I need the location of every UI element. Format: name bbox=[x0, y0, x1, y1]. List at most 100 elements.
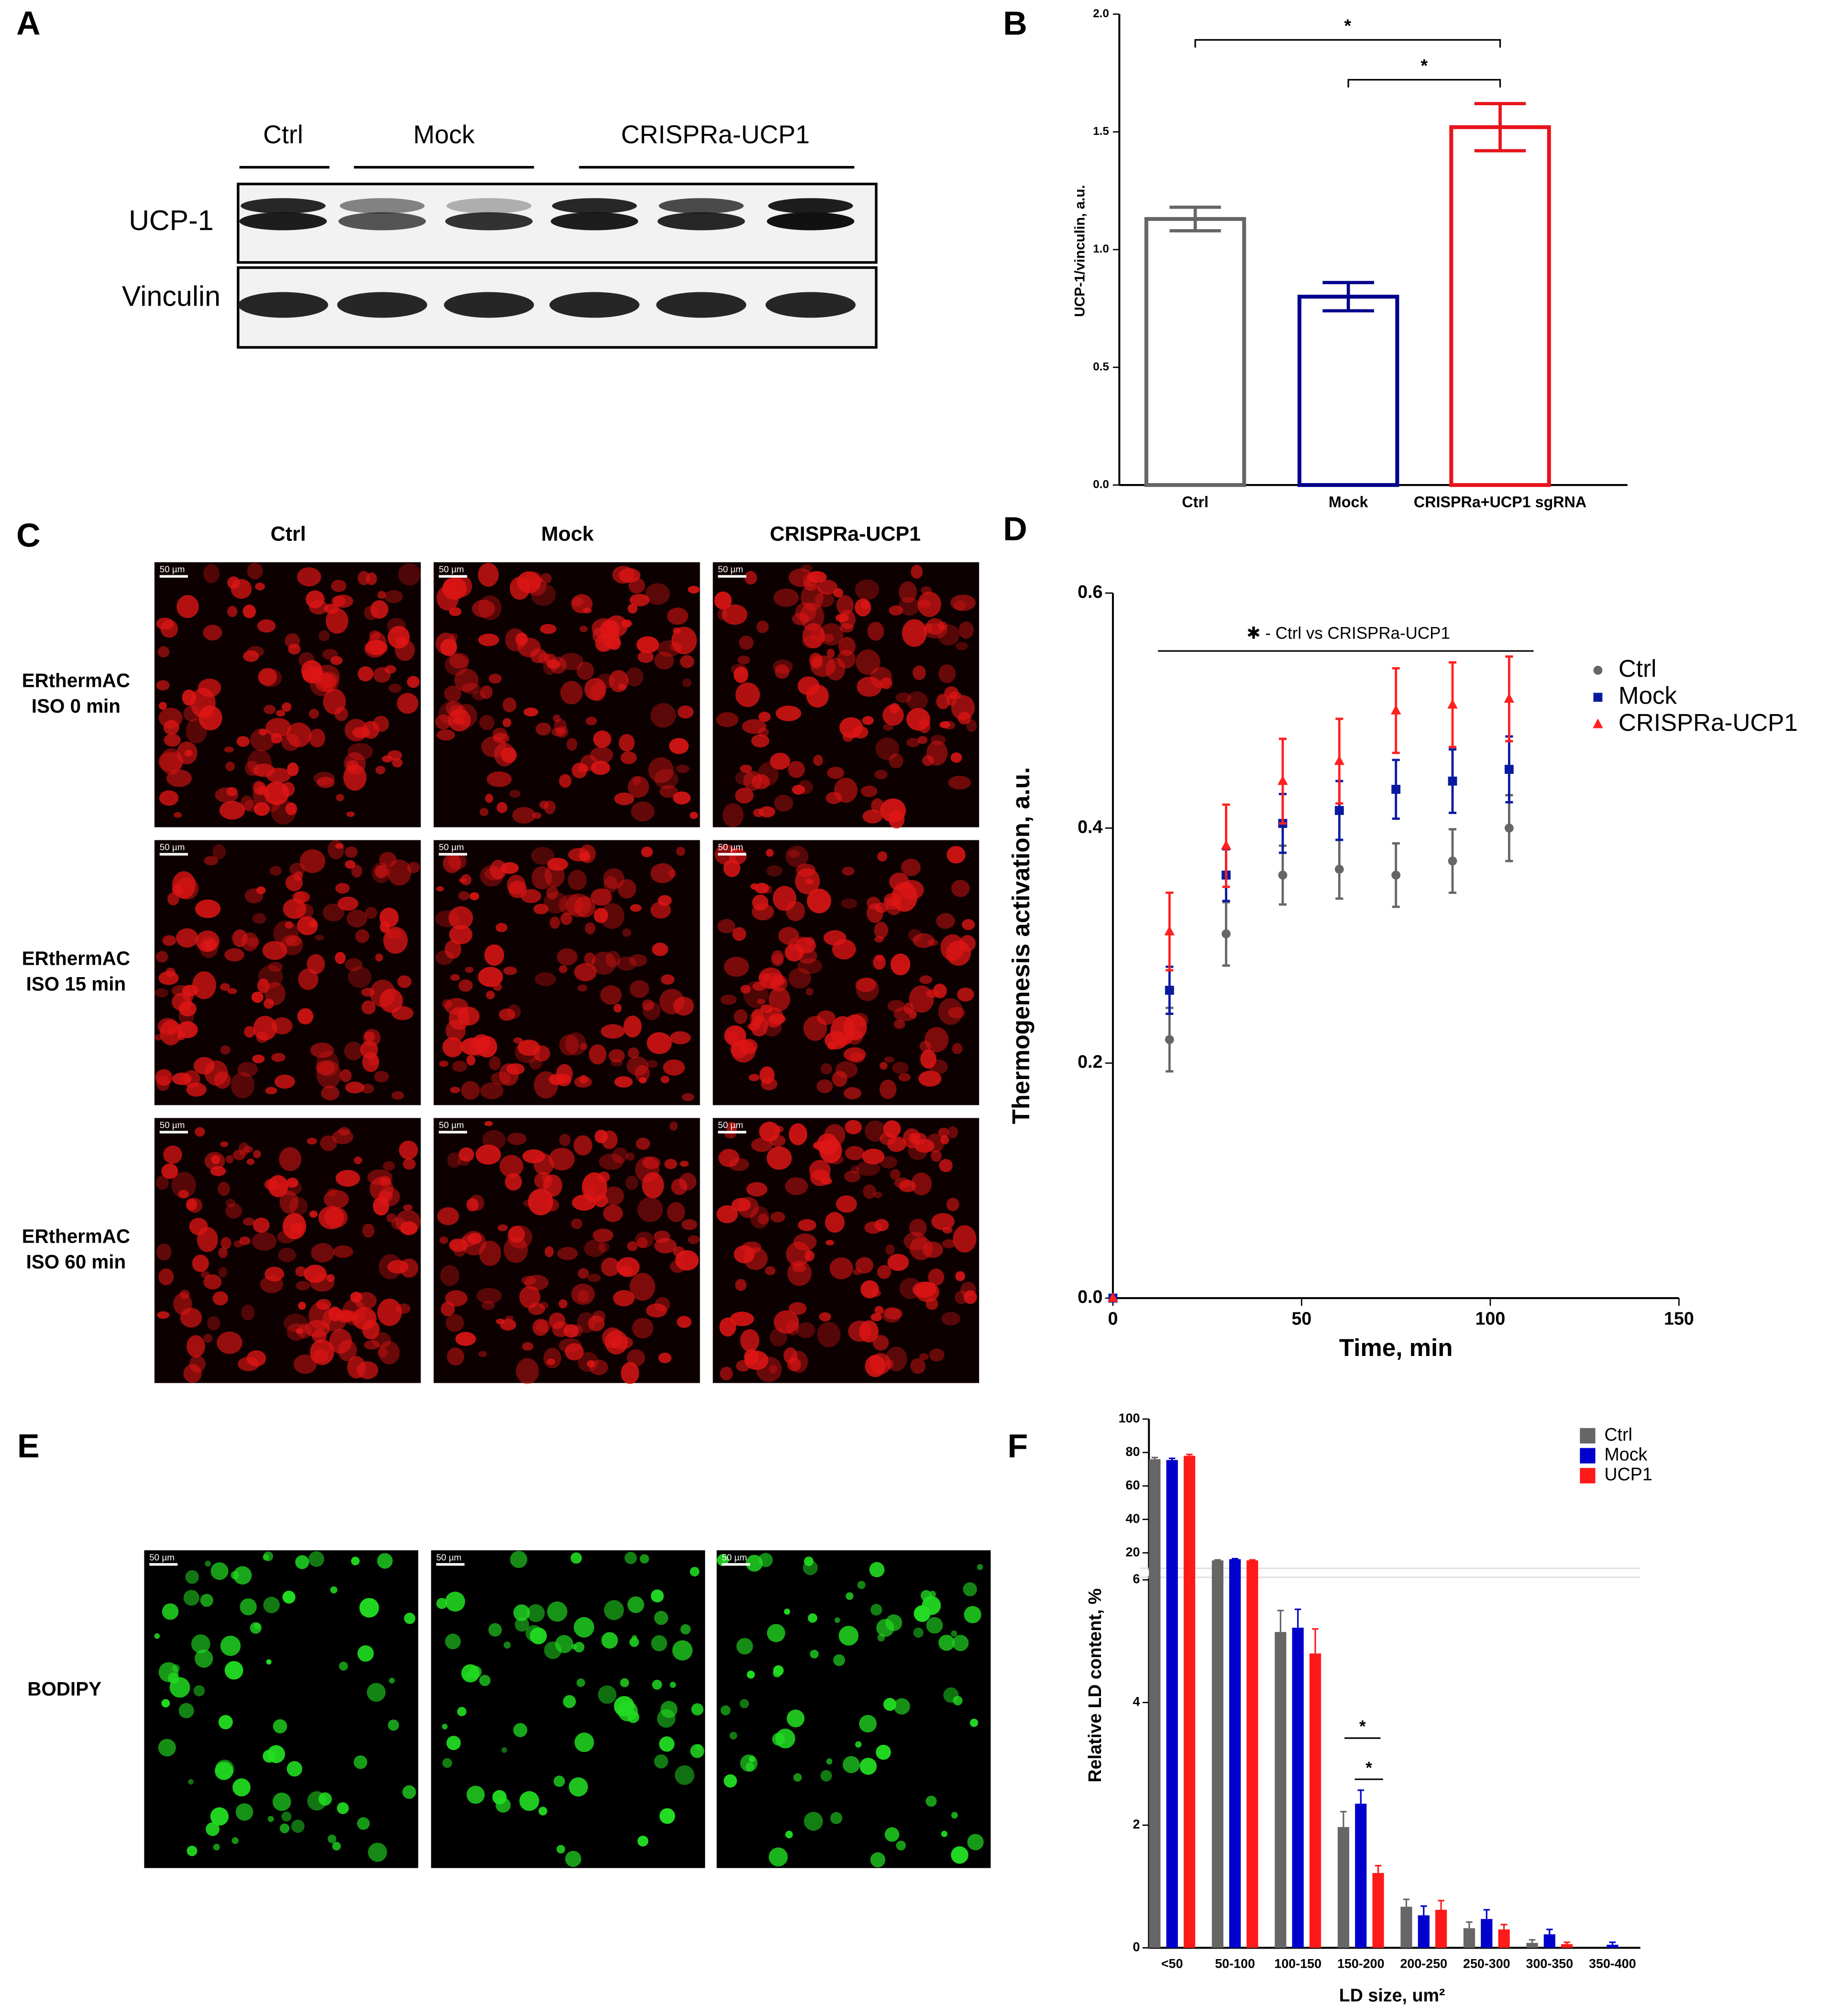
cell-signal bbox=[559, 1134, 571, 1146]
cell-signal bbox=[203, 1274, 222, 1289]
scale-bar-label: 50 µm bbox=[436, 1552, 462, 1562]
cell-signal bbox=[231, 1072, 255, 1099]
cell-signal bbox=[519, 1286, 540, 1309]
cell-signal bbox=[827, 767, 845, 779]
error-bar bbox=[1546, 1928, 1553, 1935]
point bbox=[1334, 864, 1344, 874]
cell-signal bbox=[919, 1040, 931, 1052]
cell-signal bbox=[902, 619, 927, 647]
cell-signal bbox=[817, 580, 838, 595]
cell-signal bbox=[743, 980, 769, 1008]
cell-signal bbox=[197, 1227, 218, 1252]
x-axis-label: LD size, um² bbox=[1339, 1985, 1445, 2005]
cell-signal bbox=[617, 879, 637, 899]
cell-signal bbox=[819, 623, 844, 646]
lipid-droplet bbox=[629, 1637, 639, 1647]
cell-signal bbox=[237, 1062, 258, 1077]
significance-bracket bbox=[1347, 79, 1501, 88]
lipid-droplet bbox=[273, 1719, 287, 1734]
cell-signal bbox=[942, 1239, 956, 1249]
cell-signal bbox=[475, 1145, 501, 1165]
cell-signal bbox=[323, 1190, 349, 1209]
cell-signal bbox=[931, 1150, 942, 1162]
lipid-droplet bbox=[870, 1852, 886, 1868]
cell-signal bbox=[440, 1265, 460, 1286]
lipid-droplet bbox=[569, 1777, 588, 1797]
cell-signal bbox=[403, 1158, 416, 1170]
lipid-droplet bbox=[553, 1775, 565, 1787]
cell-signal bbox=[219, 801, 245, 820]
cell-signal bbox=[386, 1213, 397, 1223]
cell-signal bbox=[714, 591, 732, 610]
cell-signal bbox=[387, 859, 411, 886]
cell-signal bbox=[450, 1087, 461, 1093]
y-tick-label: 0.4 bbox=[1078, 816, 1102, 837]
y-tick-label: 4 bbox=[1133, 1695, 1140, 1709]
cell-signal bbox=[600, 903, 625, 929]
cell-signal bbox=[478, 633, 499, 647]
error-bar bbox=[1186, 1454, 1193, 1456]
cell-signal bbox=[947, 1126, 958, 1139]
cell-signal bbox=[285, 921, 294, 929]
lipid-droplet bbox=[442, 1758, 452, 1768]
lipid-droplet bbox=[281, 1811, 292, 1822]
cell-signal bbox=[623, 1015, 642, 1037]
cell-signal bbox=[769, 1365, 778, 1374]
cell-signal bbox=[457, 1006, 480, 1026]
lipid-droplet bbox=[601, 1632, 618, 1649]
point bbox=[1334, 755, 1345, 765]
lipid-droplet bbox=[436, 1597, 448, 1609]
x-tick-label: 300-350 bbox=[1526, 1957, 1574, 1971]
lipid-droplet bbox=[772, 1732, 785, 1746]
cell-signal bbox=[377, 1299, 402, 1326]
lipid-droplet bbox=[172, 1664, 180, 1672]
cell-signal bbox=[630, 904, 642, 912]
cell-signal bbox=[740, 1329, 759, 1352]
cell-signal bbox=[584, 1239, 605, 1257]
cell-signal bbox=[546, 1358, 555, 1365]
cell-signal bbox=[338, 1127, 351, 1136]
cell-signal bbox=[559, 965, 568, 973]
lipid-droplet bbox=[883, 1697, 897, 1711]
lipid-droplet bbox=[446, 1736, 461, 1751]
cell-signal bbox=[785, 1177, 808, 1195]
cell-signal bbox=[295, 1266, 307, 1277]
cell-signal bbox=[875, 902, 888, 913]
cell-signal bbox=[225, 1199, 236, 1208]
cell-signal bbox=[505, 1173, 522, 1191]
cell-signal bbox=[528, 1189, 553, 1216]
cell-signal bbox=[762, 885, 772, 894]
cell-signal bbox=[383, 926, 408, 954]
legend-label: CRISPRa-UCP1 bbox=[1618, 709, 1798, 736]
lipid-droplet bbox=[691, 1703, 704, 1716]
cell-signal bbox=[461, 874, 472, 886]
error-bar bbox=[1169, 205, 1221, 232]
cell-signal bbox=[448, 906, 473, 930]
cell-signal bbox=[530, 584, 556, 606]
lipid-droplet bbox=[876, 1744, 891, 1760]
cell-signal bbox=[369, 1177, 394, 1201]
cell-signal bbox=[352, 1307, 377, 1330]
cell-signal bbox=[929, 1059, 948, 1075]
scale-bar-label: 50 µm bbox=[718, 564, 743, 574]
cell-signal bbox=[178, 1001, 197, 1017]
cell-signal bbox=[938, 998, 963, 1025]
cell-signal bbox=[817, 1322, 841, 1347]
cell-signal bbox=[330, 656, 343, 665]
cell-signal bbox=[632, 1318, 654, 1339]
cell-signal bbox=[774, 664, 790, 679]
cell-signal bbox=[258, 668, 277, 686]
bar bbox=[1543, 1934, 1555, 1948]
cell-signal bbox=[757, 999, 765, 1004]
cell-signal bbox=[766, 865, 783, 877]
cell-signal bbox=[886, 898, 902, 915]
cell-signal bbox=[734, 1009, 748, 1025]
cell-signal bbox=[819, 1312, 831, 1322]
cell-signal bbox=[480, 685, 493, 699]
cell-signal bbox=[671, 1178, 688, 1195]
cell-signal bbox=[271, 1017, 293, 1035]
lipid-droplet bbox=[563, 1695, 576, 1708]
cell-signal bbox=[154, 988, 169, 998]
cell-signal bbox=[895, 692, 912, 703]
y-tick-label: 80 bbox=[1126, 1444, 1140, 1459]
